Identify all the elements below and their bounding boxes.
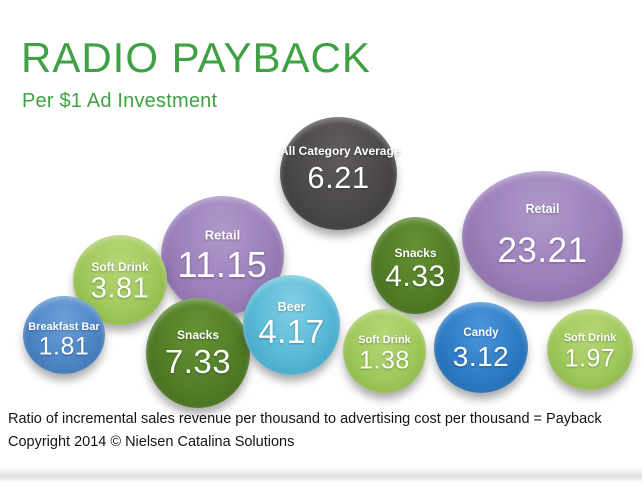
bubble-label: Soft Drink — [91, 259, 149, 274]
footer-copyright: Copyright 2014 © Nielsen Catalina Soluti… — [8, 434, 295, 450]
bubble-label: Beer — [277, 300, 306, 314]
page-subtitle: Per $1 Ad Investment — [22, 90, 218, 112]
bubble-retail-23-21: Retail 23.21 — [462, 171, 623, 302]
bubble-snacks-4-33: Snacks 4.33 — [371, 217, 460, 314]
bubble-value: 6.21 — [307, 160, 370, 196]
bubble-value: 1.97 — [564, 344, 616, 373]
bubble-label: Candy — [463, 326, 499, 339]
bubble-soft-drink-1-97: Soft Drink 1.97 — [547, 309, 633, 390]
bubble-retail-11-15: Retail 11.15 — [161, 196, 284, 315]
bottom-edge-shadow — [0, 467, 642, 482]
bubble-label: Retail — [525, 201, 560, 216]
bubble-value: 4.17 — [258, 313, 325, 350]
bubble-label: Snacks — [394, 245, 437, 260]
bubble-value: 4.33 — [385, 260, 446, 294]
bubble-value: 7.33 — [164, 342, 232, 380]
bubble-beer-4-17: Beer 4.17 — [243, 275, 340, 375]
page-title: RADIO PAYBACK — [21, 34, 371, 81]
bubble-value: 23.21 — [497, 230, 588, 270]
bubble-label: All Category Average — [280, 143, 401, 158]
bubble-all-category-average: All Category Average 6.21 — [280, 117, 401, 230]
bubble-value: 1.38 — [359, 346, 410, 375]
bubble-breakfast-bar-1-81: Breakfast Bar 1.81 — [23, 296, 105, 374]
bubble-value: 1.81 — [38, 332, 90, 361]
bubble-value: 3.81 — [90, 272, 150, 305]
bubble-value: 3.12 — [452, 340, 510, 372]
footer-ratio-note: Ratio of incremental sales revenue per t… — [8, 411, 602, 427]
bubble-soft-drink-1-38: Soft Drink 1.38 — [343, 309, 426, 393]
bubble-candy-3-12: Candy 3.12 — [434, 302, 528, 393]
bubble-label: Breakfast Bar — [28, 321, 100, 334]
bubble-value: 11.15 — [177, 244, 268, 286]
bubble-snacks-7-33: Snacks 7.33 — [146, 298, 250, 408]
bubble-label: Snacks — [176, 328, 220, 343]
bubble-label: Soft Drink — [358, 334, 411, 347]
bubble-label: Retail — [204, 227, 241, 243]
bubble-label: Soft Drink — [563, 332, 617, 345]
